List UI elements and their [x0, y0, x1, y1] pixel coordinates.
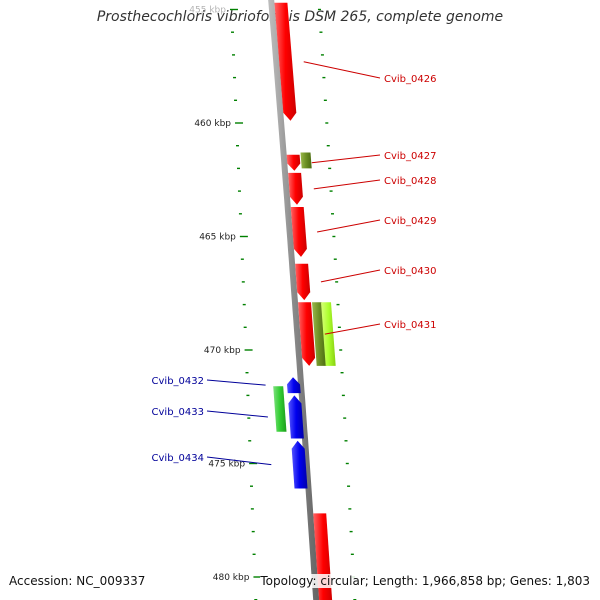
feature-olive-0-shape[interactable]: [300, 152, 312, 169]
gene-label-Cvib_0426[interactable]: Cvib_0426: [384, 74, 436, 85]
axis-tick-label: 455 kbp: [189, 6, 226, 16]
axis-tick-label: 465 kbp: [199, 233, 236, 243]
gene-Cvib_0433[interactable]: [288, 395, 304, 439]
gene-Cvib_0428-shape[interactable]: [288, 172, 303, 205]
gene-Cvib_0431-shape[interactable]: [298, 302, 316, 366]
feature-lime-2[interactable]: [321, 302, 336, 366]
gene-Cvib_0432[interactable]: [287, 377, 301, 394]
gene-Cvib_0430[interactable]: [295, 263, 311, 301]
gene-label-leader: [206, 410, 268, 418]
gene-Cvib_0432-shape[interactable]: [287, 377, 301, 394]
gene-label-Cvib_0432[interactable]: Cvib_0432: [152, 376, 204, 387]
gene-label-leader: [320, 269, 381, 283]
gene-label-Cvib_0428[interactable]: Cvib_0428: [384, 176, 436, 187]
gene-label-leader: [317, 219, 381, 233]
gene-label-leader: [313, 179, 381, 190]
axis-tick-label: 460 kbp: [194, 119, 231, 129]
axis-tick-label: 480 kbp: [213, 573, 250, 583]
gene-label-Cvib_0433[interactable]: Cvib_0433: [152, 407, 204, 418]
feature-green-3-shape[interactable]: [273, 386, 287, 432]
gene-label-leader: [324, 323, 381, 335]
feature-lime-2-shape[interactable]: [321, 302, 336, 366]
accession-text: Accession: NC_009337: [9, 574, 146, 588]
gene-label-leader: [303, 61, 381, 79]
topology-text: Topology: circular; Length: 1,966,858 bp…: [260, 574, 590, 588]
axis-tick-label: 475 kbp: [208, 460, 245, 470]
gene-Cvib_0426[interactable]: [274, 2, 297, 121]
gene-label-Cvib_0429[interactable]: Cvib_0429: [384, 216, 436, 227]
gene-label-Cvib_0427[interactable]: Cvib_0427: [384, 151, 436, 162]
genome-backbone: [268, 0, 320, 600]
map-title: Prosthecochloris vibrioformis DSM 265, c…: [96, 9, 504, 25]
gene-Cvib_0428[interactable]: [288, 172, 303, 205]
gene-Cvib_0429-shape[interactable]: [290, 207, 307, 257]
feature-green-3[interactable]: [273, 386, 287, 432]
gene-Cvib_0431[interactable]: [298, 302, 316, 366]
gene-Cvib_0426-shape[interactable]: [274, 2, 297, 121]
gene-label-Cvib_0434[interactable]: Cvib_0434: [152, 453, 204, 464]
gene-label-leader: [206, 379, 266, 386]
gene-Cvib_0433-shape[interactable]: [288, 395, 304, 439]
gene-label-leader: [311, 154, 381, 164]
gene-label-Cvib_0430[interactable]: Cvib_0430: [384, 266, 436, 277]
feature-olive-0[interactable]: [300, 152, 312, 169]
gene-Cvib_0434[interactable]: [291, 440, 308, 489]
gene-Cvib_0427[interactable]: [286, 154, 301, 171]
gene-Cvib_0429[interactable]: [290, 207, 307, 257]
gene-Cvib_0434-shape[interactable]: [291, 440, 308, 489]
gene-Cvib_0430-shape[interactable]: [295, 263, 311, 301]
gene-label-leader: [206, 456, 272, 466]
axis-tick-label: 470 kbp: [204, 346, 241, 356]
gene-label-Cvib_0431[interactable]: Cvib_0431: [384, 320, 436, 331]
gene-Cvib_0427-shape[interactable]: [286, 154, 301, 171]
